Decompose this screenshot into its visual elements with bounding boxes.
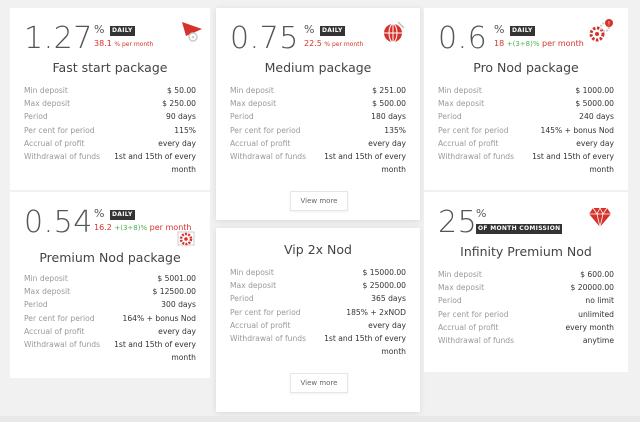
- package-details: Min deposit $ 600.00 Max deposit $ 20000.0…: [438, 268, 614, 347]
- package-card-medium: 0.75 % DAILY 22.5 % per month Medium pac…: [216, 8, 420, 220]
- detail-row: Period 180 days: [230, 112, 406, 122]
- package-details: Min deposit $ 1000.00 Max deposit $ 5000.0…: [438, 84, 614, 176]
- monthly-rate: 18 +(3÷8)% per month: [494, 39, 584, 48]
- percent-sign: %: [94, 207, 105, 220]
- detail-row: Withdrawal of funds 1st and 15th of every…: [24, 152, 196, 175]
- daily-rate: 0.6: [438, 21, 488, 56]
- view-more-button[interactable]: View more: [290, 191, 348, 211]
- percent-sign: %: [304, 23, 315, 36]
- daily-rate: 0.75: [230, 21, 299, 56]
- svg-text:!: !: [608, 21, 610, 28]
- view-more-button[interactable]: View more: [290, 373, 348, 393]
- detail-row: Min deposit $ 251.00: [230, 86, 406, 95]
- daily-rate: 1.27: [24, 21, 93, 56]
- detail-row: Withdrawal of funds anytime: [438, 336, 614, 346]
- package-card-pro-nod: 0.6 % DAILY 18 +(3÷8)% per month ! Pro N…: [424, 8, 628, 190]
- arrow-flag-icon: [182, 22, 202, 42]
- detail-row: Withdrawal of funds 1st and 15th of every…: [230, 152, 406, 175]
- detail-row: Min deposit $ 600.00: [438, 270, 614, 279]
- monthly-rate: 16.2 +(3÷8)% per month: [94, 223, 192, 232]
- gears-notification-icon: !: [589, 19, 613, 42]
- detail-row: Period 90 days: [24, 112, 196, 122]
- package-title: Pro Nod package: [473, 60, 579, 75]
- daily-badge: DAILY: [510, 26, 535, 36]
- percent-sign: %: [94, 23, 105, 36]
- package-details: Min deposit $ 251.00 Max deposit $ 500.00 …: [230, 84, 406, 176]
- horizontal-scrollbar[interactable]: [0, 416, 640, 422]
- commission-badge: OF MONTH COMISSION: [476, 224, 563, 234]
- daily-badge: DAILY: [110, 210, 135, 220]
- detail-row: Accrual of profit every month: [438, 322, 614, 332]
- detail-row: Withdrawal of funds 1st and 15th of every…: [230, 334, 406, 357]
- detail-row: Per cent for period 115%: [24, 125, 196, 135]
- monthly-rate: 38.1 % per month: [94, 39, 154, 48]
- detail-row: Period no limit: [438, 296, 614, 306]
- detail-row: Max deposit $ 5000.00: [438, 99, 614, 109]
- detail-row: Per cent for period 164% + bonus Nod: [24, 313, 196, 323]
- detail-row: Period 365 days: [230, 294, 406, 304]
- detail-row: Min deposit $ 1000.00: [438, 86, 614, 95]
- detail-row: Withdrawal of funds 1st and 15th of every…: [24, 340, 196, 363]
- package-title: Medium package: [264, 60, 372, 75]
- percent-sign: %: [476, 207, 487, 220]
- detail-row: Withdrawal of funds 1st and 15th of every…: [438, 152, 614, 175]
- package-title: Vip 2x Nod: [284, 242, 352, 257]
- package-details: Min deposit $ 5001.00 Max deposit $ 12500.…: [24, 272, 196, 364]
- package-details: Min deposit $ 15000.00 Max deposit $ 25000…: [230, 266, 406, 358]
- detail-row: Max deposit $ 250.00: [24, 99, 196, 109]
- detail-row: Accrual of profit every day: [24, 326, 196, 336]
- detail-row: Accrual of profit every day: [230, 138, 406, 148]
- package-title: Fast start package: [52, 60, 168, 75]
- percent-sign: %: [494, 23, 505, 36]
- gear-card-icon: [177, 231, 195, 246]
- detail-row: Accrual of profit every day: [438, 138, 614, 148]
- package-title: Infinity Premium Nod: [460, 244, 592, 259]
- daily-badge: DAILY: [320, 26, 345, 36]
- package-card-infinity-premium-nod: 25 % OF MONTH COMISSION Infinity Premium…: [424, 192, 628, 372]
- daily-badge: DAILY: [110, 26, 135, 36]
- detail-row: Min deposit $ 5001.00: [24, 274, 196, 283]
- package-card-premium-nod: 0.54 % DAILY 16.2 +(3÷8)% per month Prem…: [10, 192, 210, 378]
- detail-row: Per cent for period unlimited: [438, 309, 614, 319]
- detail-row: Period 300 days: [24, 300, 196, 310]
- diamond-icon: [589, 207, 611, 228]
- package-card-vip-2x-nod: Vip 2x Nod Min deposit $ 15000.00 Max dep…: [216, 228, 420, 412]
- detail-row: Max deposit $ 20000.00: [438, 283, 614, 293]
- detail-row: Per cent for period 135%: [230, 125, 406, 135]
- monthly-rate: 22.5 % per month: [304, 39, 364, 48]
- detail-row: Min deposit $ 50.00: [24, 86, 196, 95]
- package-details: Min deposit $ 50.00 Max deposit $ 250.00 P…: [24, 84, 196, 176]
- detail-row: Min deposit $ 15000.00: [230, 268, 406, 277]
- package-title: Premium Nod package: [39, 250, 181, 265]
- detail-row: Period 240 days: [438, 112, 614, 122]
- globe-icon: [384, 21, 405, 43]
- detail-row: Accrual of profit every day: [24, 138, 196, 148]
- detail-row: Per cent for period 145% + bonus Nod: [438, 125, 614, 135]
- package-card-fast-start: 1.27 % DAILY 38.1 % per month Fast start…: [10, 8, 210, 190]
- detail-row: Max deposit $ 25000.00: [230, 281, 406, 291]
- daily-rate: 0.54: [24, 205, 93, 240]
- detail-row: Per cent for period 185% + 2xNOD: [230, 307, 406, 317]
- detail-row: Accrual of profit every day: [230, 320, 406, 330]
- detail-row: Max deposit $ 500.00: [230, 99, 406, 109]
- commission-rate: 25: [438, 205, 478, 240]
- detail-row: Max deposit $ 12500.00: [24, 287, 196, 297]
